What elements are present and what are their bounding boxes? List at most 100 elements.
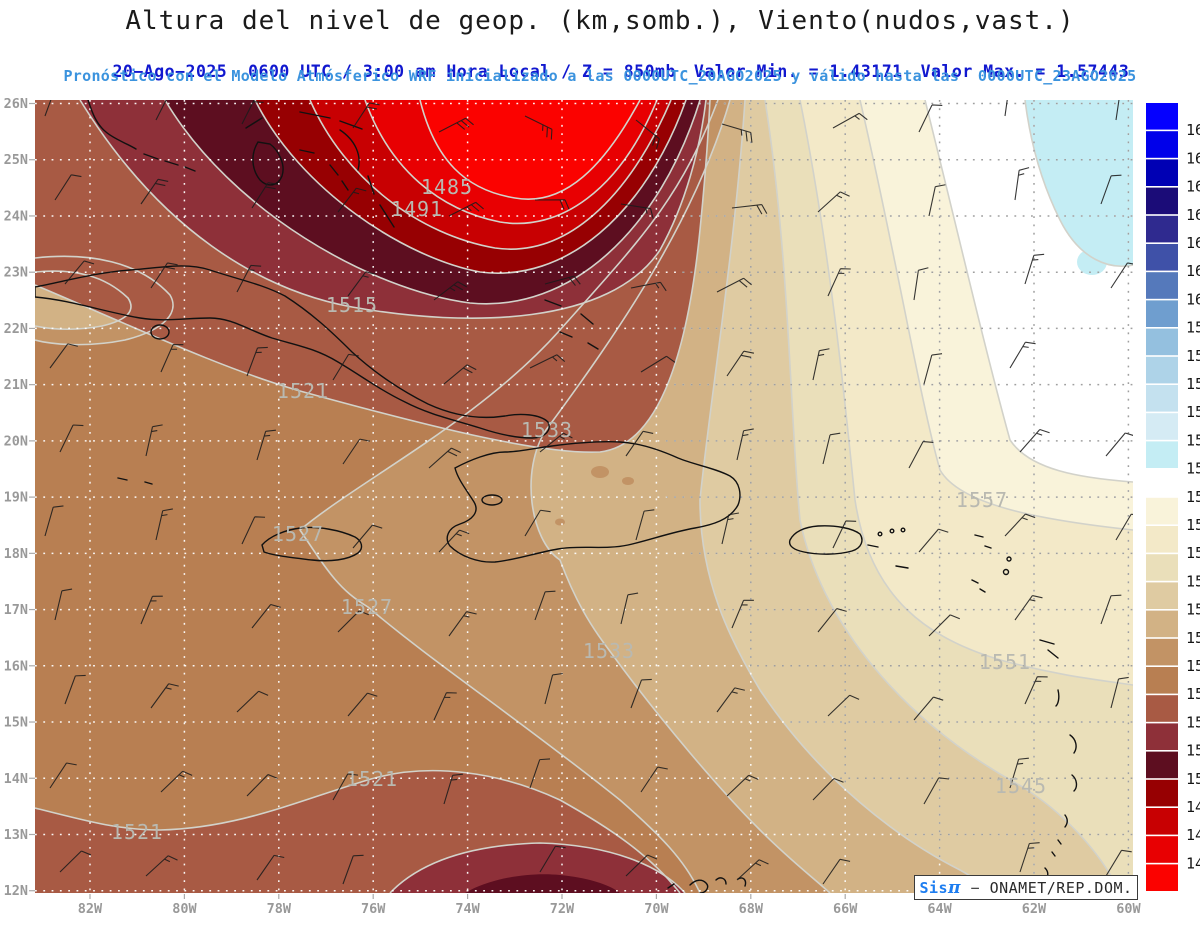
wind-barb [832,520,857,549]
colorbar-tick-label: 1611 [1186,262,1200,280]
colorbar-tick-label: 1629 [1186,178,1200,196]
coast-antigua [1002,568,1010,576]
colorbar-cell [1146,272,1178,299]
colorbar-tick-label: 1557 [1186,516,1200,534]
colorbar-cell [1146,441,1178,468]
wind-barb [913,696,944,721]
wind-barb [49,762,77,789]
wind-barb [140,595,163,625]
wind-barb [635,119,660,149]
contour-label: 1545 [995,774,1047,798]
wind-barb [44,100,66,117]
lon-tick-label: 68W [739,901,764,917]
colorbar-tick-label: 1539 [1186,601,1200,619]
lat-tick-label: 22N [4,321,28,337]
lat-tick-label: 23N [4,265,28,281]
contour-label: 1527 [341,595,393,619]
wind-barb [160,344,184,373]
wind-barb [1009,757,1029,789]
coastlines [35,100,1078,893]
wind-barb [635,509,655,541]
wind-barb [1115,513,1133,541]
wind-barb [150,262,178,289]
wind-barb [236,690,269,713]
colorbar-tick-label: 1575 [1186,431,1200,449]
colorbar-tick-label: 1581 [1186,403,1200,421]
wind-barb [625,430,654,457]
wind-barb [352,102,380,129]
colorbar-cell [1146,667,1178,694]
wind-barb [534,199,570,210]
lat-tick-label: 12N [4,883,28,899]
valor-min-text: Valor Min. = 1.43171 [693,62,903,81]
wind-barb [160,770,193,793]
colorbar-tick-label: 1521 [1186,685,1200,703]
wind-barb [332,353,359,381]
coast-turks-caicos [544,299,599,350]
wind-barb [1019,428,1050,453]
wind-barb [918,528,949,553]
wind-barb [236,264,262,293]
wind-barb [256,429,276,461]
wind-barb [827,694,860,717]
wind-barb [1024,676,1048,705]
wind-barb [347,692,378,717]
colorbar-cell [1146,638,1178,666]
wind-barb [1019,842,1040,873]
wind-barb [64,260,95,285]
wind-barb [145,424,163,457]
colorbar-cell [1146,751,1178,779]
wind-barb [630,281,667,292]
cyan-high-patch [1025,100,1133,267]
wind-barb [443,773,463,805]
wind-barb [630,678,652,709]
lat-tick-label: 13N [4,827,28,843]
colorbar-tick-label: 1527 [1186,657,1200,675]
lat-tick-label: 20N [4,433,28,449]
wind-barb [241,516,266,545]
colorbar-cell [1146,526,1178,553]
contour-label: 1557 [956,488,1008,512]
wind-barb [448,611,477,637]
contour-label: 1533 [583,639,635,663]
wind-barb [241,100,266,125]
wind-barb [539,432,573,453]
lon-tick-label: 78W [267,901,292,917]
watermark-box: Sisπ − ONAMET/REP.DOM. [914,875,1138,900]
contour-label: 1527 [272,522,324,546]
colorbar-tick-label: 1599 [1186,319,1200,337]
colorbar-cell [1146,723,1178,750]
wind-barbs [44,100,1133,885]
coast-jamaica [261,526,363,562]
wind-barb [817,608,847,633]
colorbar-cell [1146,497,1178,525]
wind-barb [54,174,82,201]
contour-label: 1521 [277,379,329,403]
coast-lesser-antilles [971,534,1078,881]
wind-barb [524,509,551,537]
wind-barb [923,777,949,805]
wind-barb [928,184,946,217]
colorbar-tick-label: 1635 [1186,149,1200,167]
wind-barb [342,438,370,465]
lon-tick-label: 60W [1116,901,1141,917]
wind-barb [1014,595,1043,621]
sispi-logo-text: Sisπ [919,877,961,898]
colorbar-cell [1146,159,1178,186]
lat-tick-label: 21N [4,377,28,393]
contour-lines [35,100,1133,893]
wind-barb [1115,100,1131,121]
wind-barb [827,268,851,297]
wind-barb [246,346,268,377]
colorbar-cell [1146,187,1178,215]
colorbar-cell [1146,554,1178,581]
page-title: Altura del nivel de geop. (km,somb.), Vi… [125,6,1075,36]
colorbar-tick-label: 1617 [1186,234,1200,252]
datetime-subtitle: 20−Ago−2025 0600 UTC / 3:00 am Hora Loca… [0,43,1200,100]
wind-barb [1110,676,1129,709]
wind-barb [145,855,178,877]
lon-tick-label: 70W [644,901,669,917]
wind-barb [1110,262,1133,289]
